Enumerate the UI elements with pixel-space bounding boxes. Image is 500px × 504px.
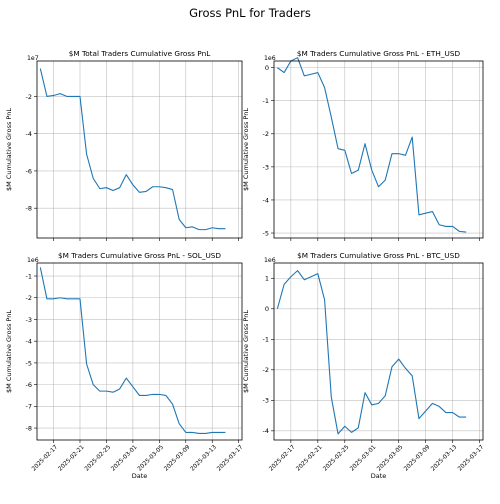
y-offset-text: 1e7 xyxy=(27,55,39,62)
x-tick-label: 2025-03-09 xyxy=(403,444,431,472)
series-line xyxy=(39,267,226,435)
axes-frame xyxy=(273,262,484,441)
x-tick-label: 2025-02-17 xyxy=(268,444,296,472)
x-tick-label: 2025-02-17 xyxy=(31,444,59,472)
x-tick-label: 2025-03-05 xyxy=(376,444,404,472)
y-offset-text: 1e6 xyxy=(264,55,276,62)
x-tick-label: 2025-03-09 xyxy=(163,444,191,472)
y-tick-label: -1 xyxy=(26,272,32,280)
x-axis-label: Date xyxy=(371,472,387,480)
axes-frame xyxy=(36,262,243,441)
axes-frame xyxy=(36,60,243,239)
y-tick-label: -6 xyxy=(26,167,32,175)
x-tick-label: 2025-03-05 xyxy=(137,444,165,472)
y-tick-label: -4 xyxy=(26,130,32,138)
x-tick-label: 2025-03-17 xyxy=(216,444,244,472)
x-tick-label: 2025-03-01 xyxy=(110,444,138,472)
x-tick-label: 2025-02-25 xyxy=(322,444,350,472)
axes-frame xyxy=(273,60,484,239)
subplot-title: $M Total Traders Cumulative Gross PnL xyxy=(69,49,211,58)
x-tick-label: 2025-02-21 xyxy=(295,444,323,472)
subplot-2: $M Traders Cumulative Gross PnL - ETH_US… xyxy=(242,49,484,241)
y-offset-text: 1e6 xyxy=(27,257,39,264)
y-offset-text: 1e6 xyxy=(264,257,276,264)
x-axis-label: Date xyxy=(132,472,148,480)
subplot-3: $M Traders Cumulative Gross PnL - SOL_US… xyxy=(5,251,245,480)
y-tick-label: -4 xyxy=(26,338,32,346)
y-tick-label: -2 xyxy=(26,294,32,302)
y-tick-label: -3 xyxy=(263,163,269,171)
y-tick-label: -6 xyxy=(26,381,32,389)
series-line xyxy=(277,57,467,233)
y-tick-label: -4 xyxy=(263,427,269,435)
y-tick-label: -8 xyxy=(26,205,32,213)
y-tick-label: -5 xyxy=(26,359,32,367)
series-line xyxy=(39,68,226,231)
y-axis-label: $M Cumulative Gross PnL xyxy=(5,108,13,191)
subplot-title: $M Traders Cumulative Gross PnL - BTC_US… xyxy=(297,251,460,260)
y-tick-label: -1 xyxy=(263,97,269,105)
subplot-4: $M Traders Cumulative Gross PnL - BTC_US… xyxy=(242,251,486,480)
y-tick-label: -5 xyxy=(263,229,269,237)
subplot-1: $M Total Traders Cumulative Gross PnL -2 -… xyxy=(5,49,243,241)
y-tick-label: -3 xyxy=(26,316,32,324)
x-tick-label: 2025-03-13 xyxy=(430,444,458,472)
y-tick-label: -1 xyxy=(263,336,269,344)
y-tick-label: -2 xyxy=(26,93,32,101)
x-tick-label: 2025-02-21 xyxy=(58,444,86,472)
y-tick-label: -4 xyxy=(263,196,269,204)
y-tick-label: -7 xyxy=(26,403,32,411)
figure-title: Gross PnL for Traders xyxy=(189,6,311,20)
subplot-title: $M Traders Cumulative Gross PnL - SOL_US… xyxy=(58,251,221,260)
series-line xyxy=(276,270,467,435)
y-tick-label: -3 xyxy=(263,397,269,405)
x-tick-label: 2025-03-17 xyxy=(457,444,485,472)
x-tick-label: 2025-03-01 xyxy=(349,444,377,472)
y-axis-label: $M Cumulative Gross PnL xyxy=(242,310,250,393)
y-tick-label: -8 xyxy=(26,424,32,432)
y-tick-label: 1 xyxy=(265,275,269,283)
y-tick-label: -2 xyxy=(263,366,269,374)
x-tick-label: 2025-03-13 xyxy=(190,444,218,472)
y-tick-label: 0 xyxy=(265,305,269,313)
y-tick-label: -2 xyxy=(263,130,269,138)
y-tick-label: 0 xyxy=(265,64,269,72)
x-tick-label: 2025-02-25 xyxy=(84,444,112,472)
y-axis-label: $M Cumulative Gross PnL xyxy=(242,108,250,191)
y-axis-label: $M Cumulative Gross PnL xyxy=(5,310,13,393)
subplot-title: $M Traders Cumulative Gross PnL - ETH_US… xyxy=(297,49,461,58)
